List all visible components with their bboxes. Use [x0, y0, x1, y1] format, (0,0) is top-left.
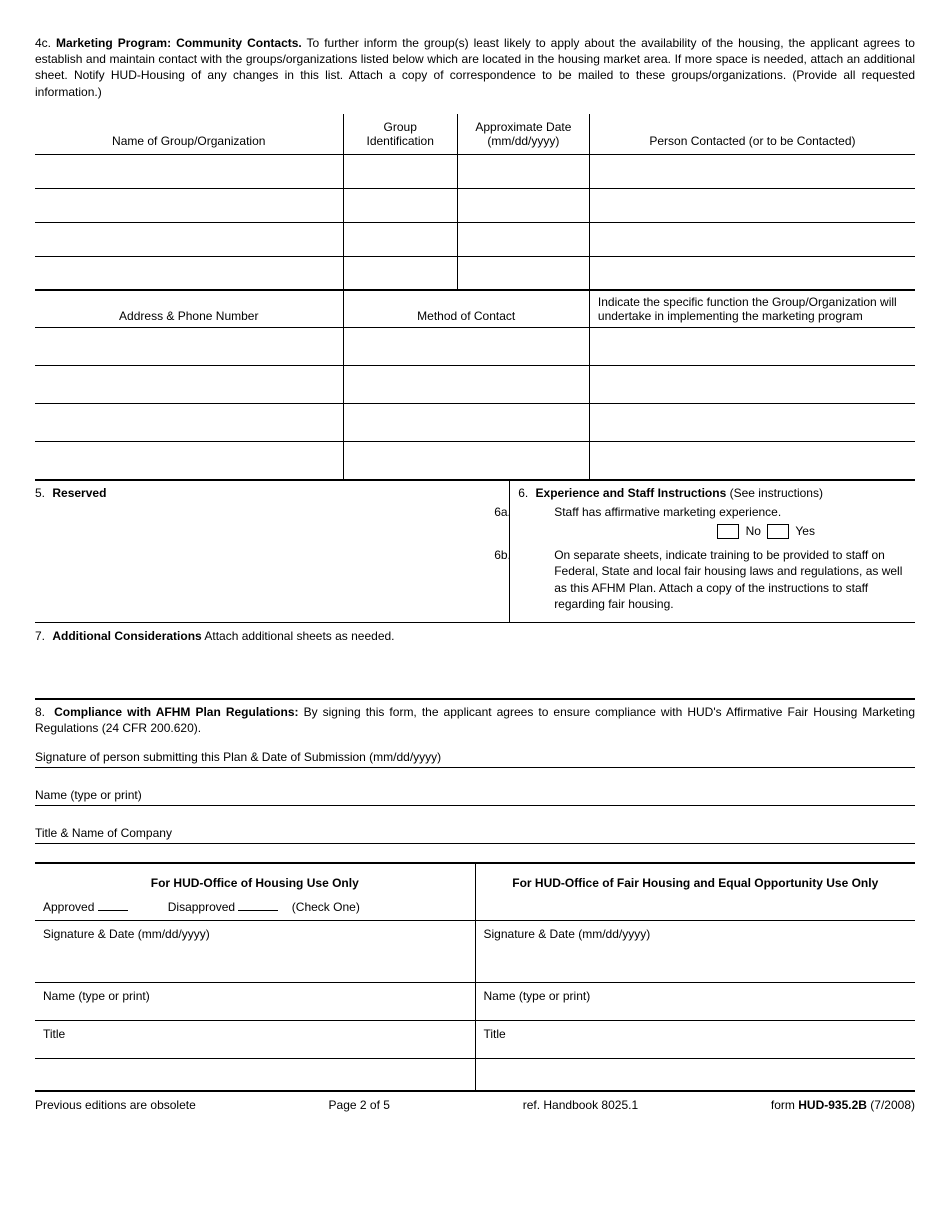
label-no: No: [746, 524, 761, 538]
signature-line-3: Title & Name of Company: [35, 806, 915, 844]
office-left-head: For HUD-Office of Housing Use Only: [35, 863, 475, 898]
footer-prev: Previous editions are obsolete: [35, 1098, 196, 1112]
section-4c-title: Marketing Program: Community Contacts.: [56, 36, 302, 50]
sections-5-6-row: 5. Reserved 6. Experience and Staff Inst…: [35, 481, 915, 623]
t1-header-date: Approximate Date (mm/dd/yyyy): [457, 114, 589, 155]
section-6a-text: Staff has affirmative marketing experien…: [554, 505, 781, 519]
section-7-title: Additional Considerations: [52, 629, 201, 643]
sig-date-left: Signature & Date (mm/dd/yyyy): [35, 921, 475, 983]
sig-date-right: Signature & Date (mm/dd/yyyy): [475, 921, 915, 983]
section-6: 6. Experience and Staff Instructions (Se…: [510, 481, 915, 622]
blank-left: [35, 1059, 475, 1091]
section-6a: 6a.Staff has affirmative marketing exper…: [518, 504, 911, 520]
title-left: Title: [35, 1021, 475, 1059]
footer-page: Page 2 of 5: [329, 1098, 390, 1112]
checkbox-no[interactable]: [717, 524, 739, 539]
t1-header-person: Person Contacted (or to be Contacted): [589, 114, 915, 155]
section-7: 7. Additional Considerations Attach addi…: [35, 623, 915, 698]
name-right: Name (type or print): [475, 983, 915, 1021]
t1-header-name: Name of Group/Organization: [35, 114, 343, 155]
footer-form: form HUD-935.2B (7/2008): [771, 1098, 915, 1112]
section-8-title: Compliance with AFHM Plan Regulations:: [54, 705, 298, 719]
contacts-table-1: Name of Group/Organization Group Identif…: [35, 114, 915, 292]
approved-field[interactable]: [98, 910, 128, 911]
section-5-title: Reserved: [52, 486, 106, 500]
t2-header-address: Address & Phone Number: [35, 291, 343, 328]
footer-form-bold: HUD-935.2B: [798, 1098, 867, 1112]
section-4c-number: 4c.: [35, 36, 51, 50]
section-6b: 6b.On separate sheets, indicate training…: [518, 547, 911, 612]
footer-form-prefix: form: [771, 1098, 798, 1112]
page: 4c. Marketing Program: Community Contact…: [0, 0, 950, 1230]
section-8: 8. Compliance with AFHM Plan Regulations…: [35, 700, 915, 740]
section-8-number: 8.: [35, 705, 45, 719]
t2-header-method: Method of Contact: [343, 291, 589, 328]
disapproved-label: Disapproved: [168, 900, 235, 914]
table-row: [35, 256, 915, 290]
t2-header-function: Indicate the specific function the Group…: [589, 291, 915, 328]
blank-right: [475, 1059, 915, 1091]
t1-header-group: Group Identification: [343, 114, 457, 155]
section-5: 5. Reserved: [35, 481, 510, 622]
approved-label: Approved: [43, 900, 94, 914]
table-row: [35, 442, 915, 480]
title-right: Title: [475, 1021, 915, 1059]
table-row: [35, 222, 915, 256]
approval-row-right: [475, 898, 915, 921]
footer-ref: ref. Handbook 8025.1: [523, 1098, 638, 1112]
section-7-suffix: Attach additional sheets as needed.: [204, 629, 394, 643]
section-6a-number: 6a.: [524, 504, 554, 520]
section-5-number: 5.: [35, 486, 45, 500]
approval-row: Approved Disapproved (Check One): [35, 898, 475, 921]
name-left: Name (type or print): [35, 983, 475, 1021]
table-row: [35, 404, 915, 442]
section-4c-intro: 4c. Marketing Program: Community Contact…: [35, 35, 915, 100]
disapproved-field[interactable]: [238, 910, 278, 911]
table-row: [35, 366, 915, 404]
checkbox-yes[interactable]: [767, 524, 789, 539]
table-row: [35, 328, 915, 366]
contacts-table-2: Address & Phone Number Method of Contact…: [35, 291, 915, 481]
section-6-number: 6.: [518, 486, 528, 500]
section-7-number: 7.: [35, 629, 45, 643]
office-right-head: For HUD-Office of Fair Housing and Equal…: [475, 863, 915, 898]
office-use-table: For HUD-Office of Housing Use Only For H…: [35, 862, 915, 1092]
check-one-label: (Check One): [292, 900, 360, 914]
label-yes: Yes: [795, 524, 815, 538]
signature-line-2: Name (type or print): [35, 768, 915, 806]
section-6a-checkboxes: No Yes: [518, 524, 911, 539]
table-row: [35, 188, 915, 222]
table-row: [35, 154, 915, 188]
section-6b-number: 6b.: [524, 547, 554, 563]
section-6-see: (See instructions): [730, 486, 823, 500]
footer: Previous editions are obsolete Page 2 of…: [35, 1092, 915, 1112]
section-6-heading: 6. Experience and Staff Instructions (Se…: [518, 486, 911, 500]
footer-form-suffix: (7/2008): [867, 1098, 915, 1112]
section-6-title: Experience and Staff Instructions: [536, 486, 727, 500]
section-6b-text: On separate sheets, indicate training to…: [554, 548, 902, 611]
signature-line-1: Signature of person submitting this Plan…: [35, 740, 915, 768]
